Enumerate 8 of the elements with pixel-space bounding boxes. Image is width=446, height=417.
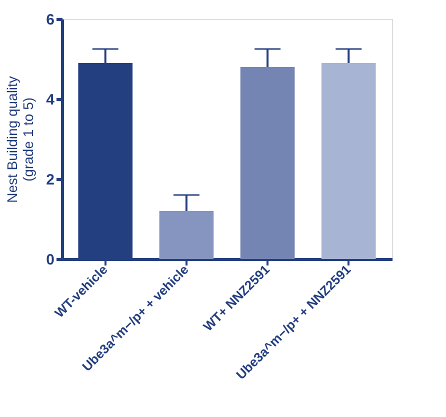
bar [240, 67, 295, 259]
bar [321, 63, 376, 259]
y-tick-label: 0 [46, 252, 54, 268]
y-tick-label: 6 [46, 12, 54, 28]
bar [159, 211, 214, 259]
y-tick-label: 4 [46, 92, 56, 108]
y-tick-label: 2 [46, 172, 54, 188]
y-axis-title: Nest Building quality (grade 1 to 5) [4, 76, 36, 203]
